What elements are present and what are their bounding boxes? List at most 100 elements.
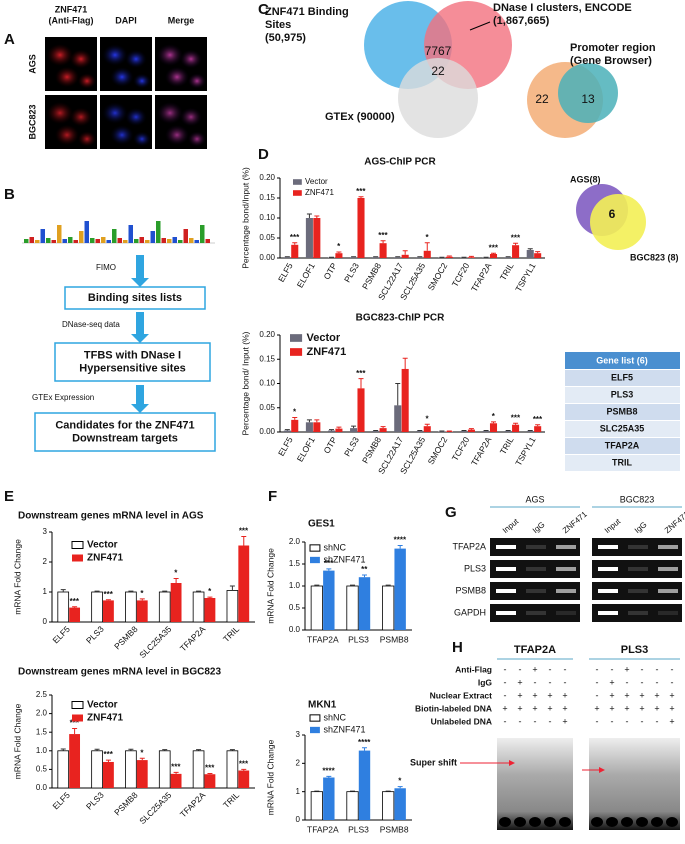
x-tick-label: ELF5	[276, 261, 295, 284]
sign: -	[534, 716, 537, 726]
significance-label: ****	[394, 536, 407, 545]
flow-box-text: Hypersensitive sites	[79, 362, 185, 374]
flow-arrow	[136, 255, 144, 279]
nucleus	[110, 124, 134, 146]
bar	[238, 770, 250, 788]
significance-label: ***	[171, 762, 181, 771]
table-cell: PLS3	[611, 389, 634, 399]
x-tick-label: SMOC2	[426, 435, 450, 466]
gel-band	[598, 589, 618, 593]
bar	[357, 388, 365, 432]
legend-label: shNC	[324, 542, 347, 552]
annotation: Super shift	[410, 757, 457, 767]
bar	[350, 257, 358, 258]
sign: +	[517, 690, 522, 700]
bar	[291, 244, 299, 258]
error-bar	[350, 790, 356, 792]
logo-letter	[112, 229, 117, 243]
bar	[416, 431, 424, 432]
significance-label: ***	[103, 750, 113, 759]
condition-label: Anti-Flag	[455, 664, 492, 674]
gel-band	[526, 545, 546, 549]
bar	[346, 791, 359, 821]
venn-set	[590, 194, 646, 250]
bar	[103, 600, 114, 622]
significance-label: ***	[239, 760, 249, 769]
table-cell: SLC25A35	[600, 423, 645, 433]
table-cell: PSMB8	[606, 406, 637, 416]
nucleus	[125, 107, 147, 127]
error-bar	[72, 727, 78, 735]
bar	[192, 591, 205, 623]
gel-strip	[490, 538, 580, 556]
y-axis-label: mRNA Fold Change	[12, 703, 22, 779]
bar	[238, 545, 250, 622]
y-tick-label: 0.00	[259, 253, 275, 262]
y-tick-label: 0.0	[36, 783, 48, 792]
lane-label: Input	[603, 516, 623, 535]
bar	[323, 570, 335, 630]
significance-label: ***	[356, 369, 366, 378]
bar	[323, 777, 335, 820]
lane-label: IgG	[633, 520, 649, 535]
y-tick-label: 0.20	[259, 330, 275, 339]
error-bar	[326, 568, 332, 571]
error-bar	[397, 786, 403, 789]
sign: -	[564, 664, 567, 674]
bar	[313, 422, 321, 432]
flow-box-text: TFBS with DNase I	[84, 349, 181, 361]
y-tick-label: 0.10	[259, 379, 275, 388]
logo-letter	[79, 231, 84, 243]
sign: -	[519, 664, 522, 674]
error-bar	[491, 421, 497, 424]
emsa-band	[606, 817, 618, 827]
bar	[423, 250, 431, 258]
sign: +	[532, 690, 537, 700]
logo-letter	[123, 240, 128, 243]
bar	[423, 426, 431, 432]
legend-label: Vector	[305, 177, 328, 186]
x-tick-label: PLS3	[84, 624, 106, 646]
sign: -	[504, 664, 507, 674]
significance-label: *	[426, 233, 430, 242]
x-tick-label: PSMB8	[360, 435, 383, 465]
significance-label: ****	[322, 766, 335, 775]
gel-band	[628, 589, 648, 593]
logo-letter	[106, 240, 111, 243]
table-row	[565, 455, 680, 471]
sign: -	[611, 664, 614, 674]
sign: +	[532, 703, 537, 713]
bar	[313, 218, 321, 258]
x-tick-label: TRIL	[221, 624, 241, 644]
x-tick-label: TFAP2A	[307, 634, 339, 644]
gel-strip	[592, 582, 682, 600]
y-tick-label: 0.00	[259, 427, 275, 436]
legend-swatch	[290, 334, 303, 342]
sign: +	[547, 703, 552, 713]
condition-label: IgG	[478, 677, 493, 687]
gel-band	[496, 567, 516, 571]
bar	[504, 257, 512, 258]
legend-label: Vector	[87, 700, 118, 711]
gel-band	[658, 567, 678, 571]
sign: -	[671, 664, 674, 674]
sign: -	[564, 677, 567, 687]
sign: +	[609, 677, 614, 687]
venn-set-label: Promoter region	[570, 42, 656, 54]
group-label: PLS3	[621, 644, 649, 656]
x-tick-label: PSMB8	[112, 624, 140, 652]
error-bar	[351, 425, 357, 429]
bar	[226, 750, 239, 789]
significance-label: ***	[489, 243, 499, 252]
emsa-blot	[589, 738, 680, 830]
sign: +	[562, 716, 567, 726]
venn-count: 22	[431, 64, 445, 78]
bar	[350, 428, 358, 432]
panel-letter: H	[452, 639, 463, 656]
sign: -	[519, 716, 522, 726]
x-tick-label: OTP	[321, 435, 339, 455]
flow-step-label: DNase-seq data	[62, 320, 120, 329]
bar	[327, 430, 336, 432]
gel-strip	[592, 604, 682, 622]
error-bar	[468, 255, 474, 258]
